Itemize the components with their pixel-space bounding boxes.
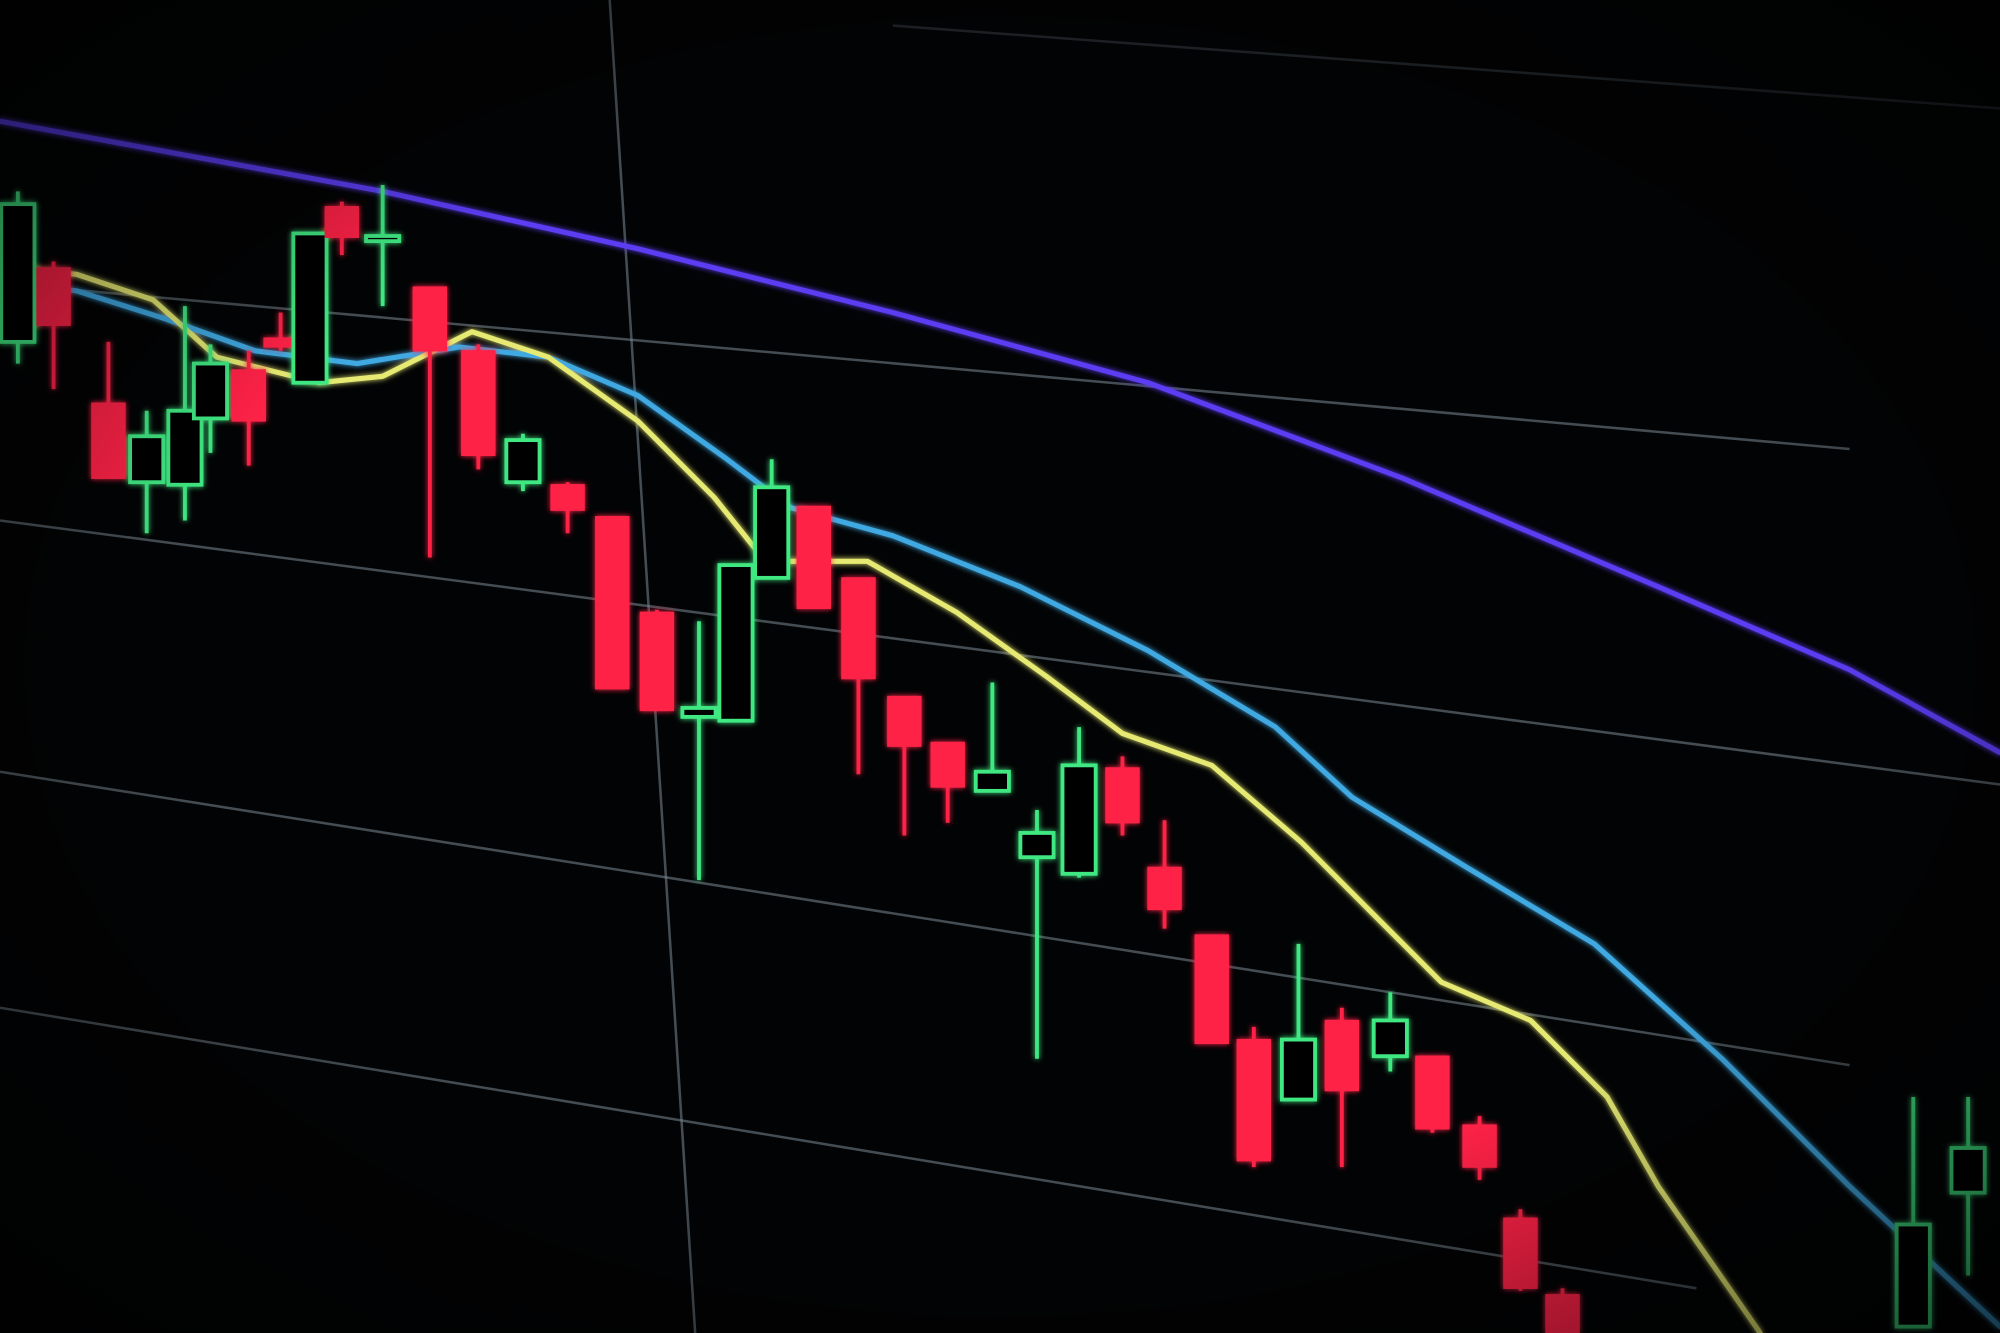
vignette — [0, 0, 2000, 1333]
page: (() => { const data = JSON.parse(documen… — [0, 0, 2000, 1333]
chart — [0, 0, 2000, 1333]
